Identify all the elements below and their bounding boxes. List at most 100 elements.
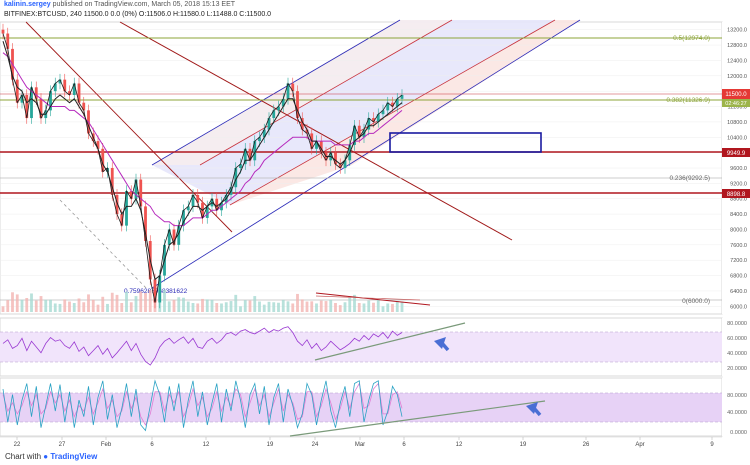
candle-body	[25, 95, 29, 119]
time-tick-label: Feb	[101, 442, 112, 448]
candle-body	[134, 179, 138, 199]
volume-trend-red-2[interactable]	[315, 295, 421, 301]
price-tick-label: 8800.0	[730, 197, 747, 203]
volume-bar	[120, 303, 124, 312]
candle-body	[300, 118, 304, 130]
candle-body	[272, 110, 276, 119]
volume-bar	[310, 301, 314, 312]
candle-body	[172, 229, 176, 245]
current-price-value: 11500.0	[725, 92, 747, 98]
candle-body	[129, 191, 133, 199]
stoch-trendline[interactable]	[289, 400, 546, 437]
candle-body	[343, 160, 347, 168]
volume-bar	[286, 301, 290, 312]
channel-mid-line[interactable]	[199, 19, 453, 166]
rsi-scale[interactable]	[722, 318, 750, 376]
price-scale[interactable]	[722, 22, 750, 314]
volume-bar	[305, 301, 309, 312]
candle-body	[39, 98, 43, 119]
rsi-scale-80: 80.0000	[727, 321, 747, 327]
price-tick-label: 13200.0	[727, 28, 747, 34]
candle-body	[338, 164, 342, 168]
price-tick-label: 7600.0	[730, 243, 747, 249]
candle-body	[6, 33, 10, 49]
author-link[interactable]: kalinin.sergey	[4, 1, 51, 8]
price-tick-label: 6800.0	[730, 274, 747, 280]
volume-bar	[229, 301, 233, 312]
rsi-scale-40: 40.0000	[727, 351, 747, 357]
volume-trend-red[interactable]	[315, 292, 431, 306]
fib-0236-label: 0.236(9292.5)	[670, 175, 710, 182]
candle-body	[58, 79, 62, 84]
time-tick-label: 6	[150, 442, 154, 448]
candle-body	[63, 79, 67, 92]
volume-bar	[163, 289, 166, 312]
volume-bar	[96, 304, 100, 312]
channel-upper-line[interactable]	[151, 19, 401, 166]
downtrend-line[interactable]	[119, 21, 513, 241]
stoch-k-line	[2, 379, 403, 432]
volume-bar	[34, 300, 38, 312]
candle-body	[239, 164, 242, 168]
volume-bar	[82, 302, 86, 312]
published-text: published on TradingView.com, March 05, …	[52, 1, 236, 8]
candle-body	[53, 83, 57, 92]
candle-body	[82, 102, 86, 111]
candle-body	[139, 179, 143, 207]
volume-bar	[11, 292, 14, 312]
candle-body	[262, 129, 266, 138]
channel-inner-fill	[152, 20, 452, 165]
volume-bar	[1, 306, 5, 312]
price-tick-label: 7200.0	[730, 258, 747, 264]
price-tick-label: 9600.0	[730, 166, 747, 172]
volume-bar	[201, 298, 204, 312]
candle-body	[101, 148, 105, 172]
downtrend-line-2[interactable]	[25, 21, 233, 233]
candle-body	[34, 87, 38, 99]
candle-body	[68, 91, 71, 95]
dashed-trendline	[59, 199, 151, 293]
time-axis[interactable]: 22 27 Feb 6 12 19 24 Mar 6 12 19 26 Apr 9	[14, 437, 715, 448]
candle-body	[372, 118, 375, 122]
volume-bar	[253, 296, 257, 312]
volume-bar	[39, 296, 43, 312]
candle-body	[386, 102, 390, 111]
candle-body	[49, 91, 52, 111]
volume-bar	[319, 300, 323, 312]
channel-blue-fill	[152, 20, 555, 205]
time-tick-label: 26	[583, 442, 590, 448]
volume-bar	[400, 301, 404, 312]
volume-bar	[386, 303, 390, 312]
candle-body	[96, 141, 100, 149]
rsi-trendline[interactable]	[314, 322, 466, 361]
volume-bar	[372, 302, 375, 312]
level-8898-tag	[722, 189, 750, 198]
volume-bar	[315, 303, 318, 312]
volume-bar	[167, 301, 171, 312]
candle-body	[243, 148, 247, 165]
candle-body	[177, 225, 181, 245]
volume-bar	[381, 306, 385, 312]
volume-bar	[391, 303, 394, 312]
target-zone-box[interactable]	[389, 132, 542, 153]
volume-bar	[348, 297, 352, 312]
candle-body	[72, 83, 76, 95]
price-tick-label: 9200.0	[730, 181, 747, 187]
candle-body	[234, 168, 238, 188]
tradingview-logo-icon: ●	[43, 452, 49, 461]
volume-bar	[239, 306, 242, 312]
volume-bar	[44, 299, 48, 312]
price-tick-label: 10400.0	[727, 135, 747, 141]
footer-brand[interactable]: TradingView	[50, 452, 98, 461]
volume-bar	[277, 302, 280, 312]
volume-bar	[77, 298, 81, 312]
price-tick-label: 10800.0	[727, 120, 747, 126]
channel-lower-line[interactable]	[151, 19, 581, 289]
fib-0382-label: 0.382(11326.9)	[666, 97, 710, 104]
volume-bar	[15, 294, 19, 312]
channel-red-upper[interactable]	[229, 19, 556, 206]
candle-body	[281, 98, 285, 107]
stoch-scale[interactable]	[722, 378, 750, 436]
price-tick-label: 11200.0	[728, 105, 747, 111]
